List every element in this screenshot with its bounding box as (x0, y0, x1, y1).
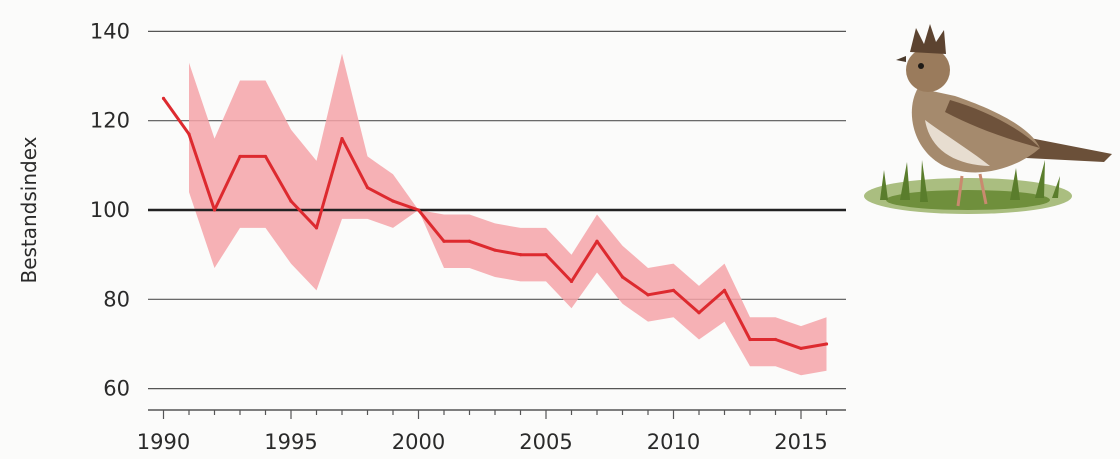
data-point-2011 (697, 311, 701, 315)
y-tick-label: 140 (90, 19, 130, 43)
data-point-1996 (314, 226, 319, 230)
data-point-2002 (467, 239, 472, 243)
data-point-1991 (187, 132, 191, 136)
data-point-1992 (212, 208, 217, 212)
data-point-2014 (773, 337, 778, 342)
data-point-1995 (289, 199, 293, 203)
data-point-2003 (493, 248, 497, 252)
x-tick-label: 1990 (137, 430, 190, 454)
data-point-2010 (671, 288, 676, 292)
y-tick-label: 100 (90, 198, 130, 222)
data-point-2007 (595, 239, 599, 243)
y-tick-label: 80 (103, 287, 130, 311)
x-tick-label: 2015 (774, 430, 827, 454)
data-point-1990 (161, 96, 166, 100)
data-point-1997 (340, 136, 344, 141)
data-point-2005 (544, 253, 548, 257)
confidence-band (189, 53, 827, 376)
data-point-1994 (263, 154, 268, 159)
y-tick-label: 60 (103, 377, 130, 401)
data-point-2012 (722, 288, 727, 292)
data-point-2013 (748, 337, 752, 342)
x-tick-label: 2000 (392, 430, 445, 454)
x-tick-label: 1995 (264, 430, 317, 454)
y-axis-title: Bestandsindex (17, 136, 41, 283)
data-point-2000 (416, 208, 421, 212)
data-point-2008 (620, 275, 625, 279)
x-axis: 1990 1995 2000 2005 2010 2015 (137, 409, 846, 454)
data-point-1999 (391, 199, 395, 203)
data-points (161, 96, 829, 351)
data-point-2009 (646, 293, 650, 297)
y-axis: 60 80 100 120 140 (90, 19, 130, 400)
data-point-1993 (238, 154, 242, 159)
data-point-2001 (442, 239, 446, 243)
x-tick-label: 2010 (647, 430, 700, 454)
data-point-2015 (799, 346, 803, 351)
data-point-2016 (824, 342, 829, 346)
data-point-2004 (518, 253, 523, 257)
data-point-1998 (365, 186, 370, 190)
y-tick-label: 120 (90, 109, 130, 133)
x-tick-label: 2005 (519, 430, 572, 454)
data-point-2006 (569, 279, 574, 284)
